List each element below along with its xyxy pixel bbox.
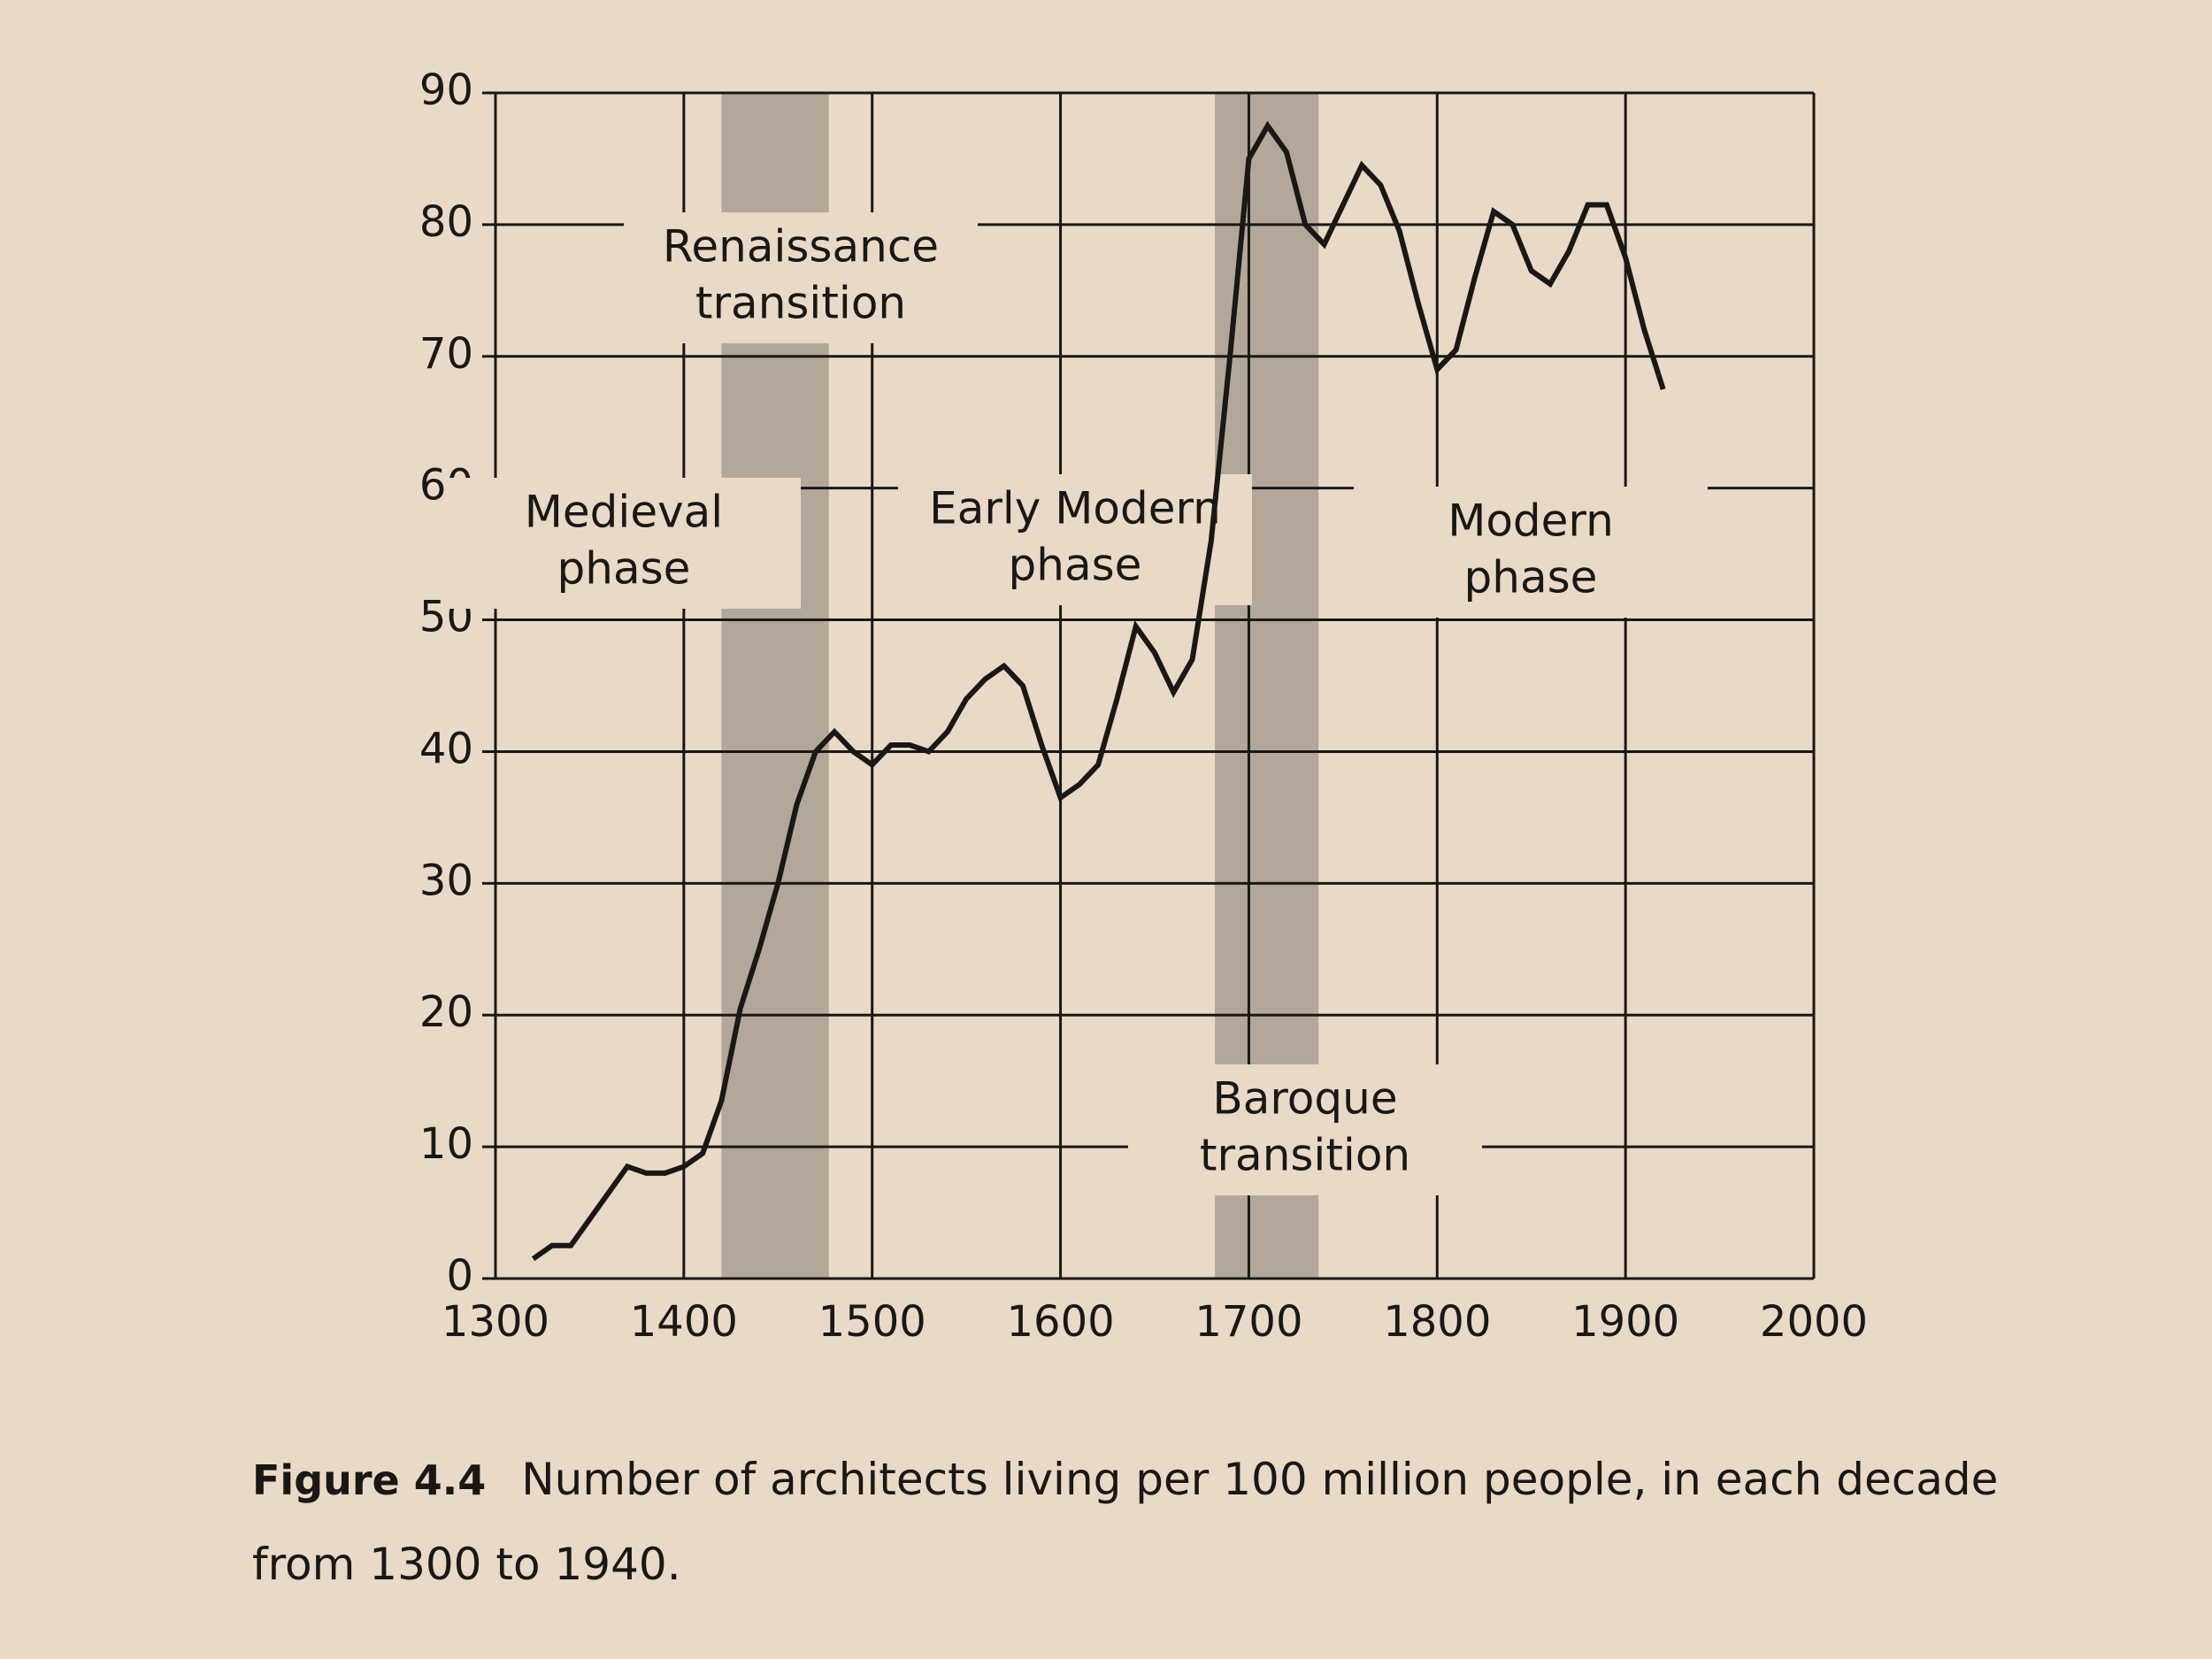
annotation: Renaissance (663, 221, 939, 273)
x-tick-label: 1800 (1383, 1297, 1491, 1347)
x-tick-label: 1300 (442, 1297, 549, 1347)
annotation: Early Modern (929, 483, 1221, 534)
x-tick-label: 1900 (1571, 1297, 1679, 1347)
x-tick-label: 1400 (630, 1297, 738, 1347)
annotation: Medieval (525, 487, 723, 538)
y-tick-label: 40 (419, 724, 473, 773)
figure-label: Figure 4.4 (252, 1456, 487, 1504)
annotation: Modern (1448, 495, 1614, 547)
annotation: Baroque (1212, 1073, 1397, 1125)
y-tick-label: 30 (419, 856, 473, 905)
annotation: phase (557, 543, 691, 595)
caption-text: Number of architects living per 100 mill… (252, 1454, 1999, 1590)
label-backdrop (1128, 1064, 1482, 1195)
data-line (531, 120, 1666, 1262)
x-tick-label: 1500 (818, 1297, 926, 1347)
x-tick-label: 1600 (1006, 1297, 1114, 1347)
y-tick-label: 70 (419, 329, 473, 379)
y-tick-label: 90 (419, 65, 473, 115)
annotation: phase (1464, 552, 1598, 603)
y-tick-label: 80 (419, 197, 473, 247)
label-backdrop (624, 212, 978, 343)
y-tick-label: 0 (446, 1251, 473, 1301)
label-backdrop (447, 478, 801, 609)
x-tick-label: 1700 (1194, 1297, 1302, 1347)
label-backdrop (898, 474, 1252, 605)
annotation: transition (695, 278, 906, 329)
caption: Figure 4.4 Number of architects living pe… (252, 1438, 2022, 1607)
annotation: phase (1009, 540, 1142, 591)
y-tick-label: 10 (419, 1119, 473, 1169)
annotation: transition (1200, 1130, 1410, 1181)
x-tick-label: 2000 (1760, 1297, 1868, 1347)
label-backdrop (1354, 487, 1708, 618)
y-tick-label: 20 (419, 987, 473, 1037)
